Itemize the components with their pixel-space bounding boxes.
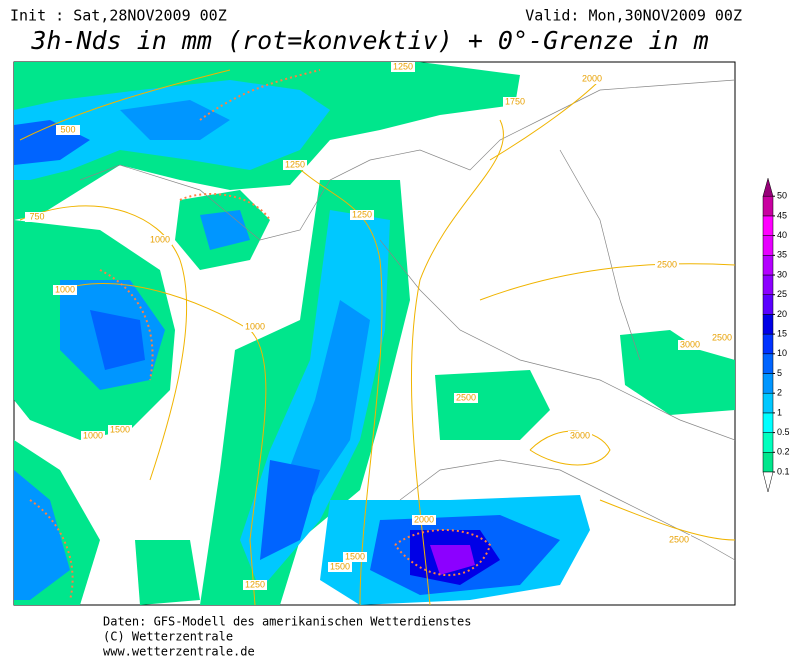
colorbar-top-arrow: [762, 177, 774, 197]
colorbar-label: 20: [777, 309, 787, 319]
init-time: Init : Sat,28NOV2009 00Z: [10, 7, 227, 25]
contour-label-bg: [568, 431, 592, 441]
colorbar-segment: [762, 195, 774, 217]
contour-label-bg: [108, 425, 132, 435]
convective-contours: [29, 69, 492, 601]
colorbar-label: 35: [777, 250, 787, 260]
contour-label: 1000: [245, 321, 265, 331]
colorbar-segment: [762, 333, 774, 355]
contour-label: 2500: [669, 534, 689, 544]
footer-line: Daten: GFS-Modell des amerikanischen Wet…: [103, 615, 471, 629]
valid-time: Valid: Mon,30NOV2009 00Z: [525, 7, 742, 25]
colorbar-segment: [762, 294, 774, 315]
contour-label: 3000: [680, 339, 700, 349]
colorbar-label: 50: [777, 191, 787, 201]
coastlines: [79, 79, 735, 561]
contour-label: 1250: [393, 61, 413, 71]
colorbar-label: 30: [777, 269, 787, 279]
contour-label: 1500: [345, 551, 365, 561]
colorbar-segment: [762, 373, 774, 394]
contour-label-bg: [454, 393, 478, 403]
contour-label: 1250: [245, 579, 265, 589]
colorbar-label: 0.1: [777, 466, 790, 476]
colorbar-label: 0.2: [777, 447, 790, 457]
contour-label: 2500: [657, 259, 677, 269]
colorbar-segment: [762, 392, 774, 414]
contour-label: 2500: [712, 332, 732, 342]
colorbar-label: 45: [777, 210, 787, 220]
map-title: 3h-Nds in mm (rot=konvektiv) + 0°-Grenze…: [30, 26, 708, 55]
contour-label-bg: [56, 125, 80, 135]
colorbar-segment: [762, 353, 774, 374]
contour-label: 1000: [150, 234, 170, 244]
colorbar-segment: [762, 432, 774, 453]
contour-label: 1250: [285, 159, 305, 169]
contour-label-bg: [343, 552, 367, 562]
contour-label-bg: [678, 340, 702, 350]
contour-label: 2000: [414, 514, 434, 524]
colorbar-segment: [762, 235, 774, 256]
colorbar-segment: [762, 274, 774, 295]
contour-label-bg: [710, 333, 734, 343]
contour-label: 1500: [110, 424, 130, 434]
map-area: 5007501000100010001250125012501500150015…: [13, 61, 736, 606]
contour-label-bg: [53, 285, 77, 295]
contour-label-bg: [350, 210, 374, 220]
colorbar-segment: [762, 314, 774, 335]
colorbar-label: 5: [777, 368, 782, 378]
colorbar-label: 25: [777, 289, 787, 299]
contour-labels: 5007501000100010001250125012501500150015…: [25, 61, 734, 590]
contour-label: 2000: [582, 73, 602, 83]
contour-label: 750: [29, 211, 44, 221]
colorbar-segment: [762, 412, 774, 433]
contour-label-bg: [283, 160, 307, 170]
contour-label-bg: [328, 562, 352, 572]
contour-label-bg: [655, 260, 679, 270]
contour-label: 1250: [352, 209, 372, 219]
contour-label-bg: [580, 74, 604, 84]
footer-line: (C) Wetterzentrale: [103, 630, 233, 644]
freezing-level-contours: [19, 69, 735, 605]
contour-label-bg: [503, 97, 527, 107]
colorbar-bottom-arrow: [762, 471, 774, 493]
contour-label-bg: [243, 322, 267, 332]
contour-label-bg: [667, 535, 691, 545]
colorbar-label: 10: [777, 348, 787, 358]
contour-label-bg: [81, 431, 105, 441]
contour-label-bg: [412, 515, 436, 525]
contour-label-bg: [148, 235, 172, 245]
contour-label: 1000: [83, 430, 103, 440]
colorbar-label: 40: [777, 230, 787, 240]
contour-label: 1000: [55, 284, 75, 294]
colorbar-label: 0.5: [777, 427, 790, 437]
contour-label-bg: [243, 580, 267, 590]
contour-label: 1500: [330, 561, 350, 571]
contour-label: 3000: [570, 430, 590, 440]
contour-label: 2500: [456, 392, 476, 402]
colorbar-label: 1: [777, 407, 782, 417]
colorbar-segment: [762, 452, 774, 473]
contour-label: 1750: [505, 96, 525, 106]
precip-fields: [14, 62, 735, 605]
colorbar-segment: [762, 255, 774, 276]
contour-label-bg: [391, 62, 415, 72]
colorbar-label: 2: [777, 388, 782, 398]
colorbar-segment: [762, 215, 774, 236]
contour-label-bg: [25, 212, 49, 222]
contour-label: 500: [60, 124, 75, 134]
colorbar-label: 15: [777, 328, 787, 338]
footer-line: www.wetterzentrale.de: [103, 645, 255, 659]
